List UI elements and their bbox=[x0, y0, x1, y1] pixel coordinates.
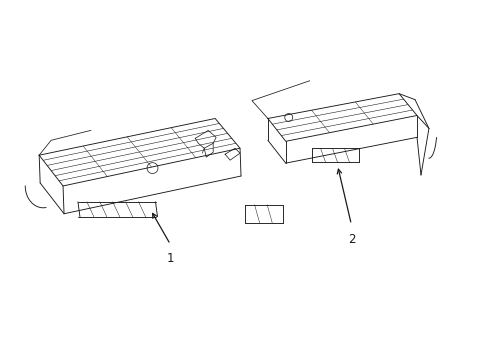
Text: 2: 2 bbox=[347, 233, 354, 246]
Text: 1: 1 bbox=[166, 252, 174, 265]
